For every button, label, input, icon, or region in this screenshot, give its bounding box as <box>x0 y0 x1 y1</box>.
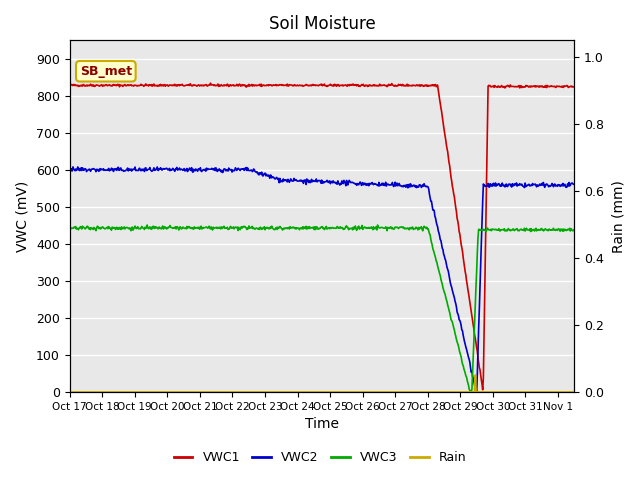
Legend: VWC1, VWC2, VWC3, Rain: VWC1, VWC2, VWC3, Rain <box>169 446 471 469</box>
Title: Soil Moisture: Soil Moisture <box>269 15 376 33</box>
X-axis label: Time: Time <box>305 418 339 432</box>
Y-axis label: Rain (mm): Rain (mm) <box>611 180 625 252</box>
Y-axis label: VWC (mV): VWC (mV) <box>15 180 29 252</box>
Text: SB_met: SB_met <box>80 65 132 78</box>
